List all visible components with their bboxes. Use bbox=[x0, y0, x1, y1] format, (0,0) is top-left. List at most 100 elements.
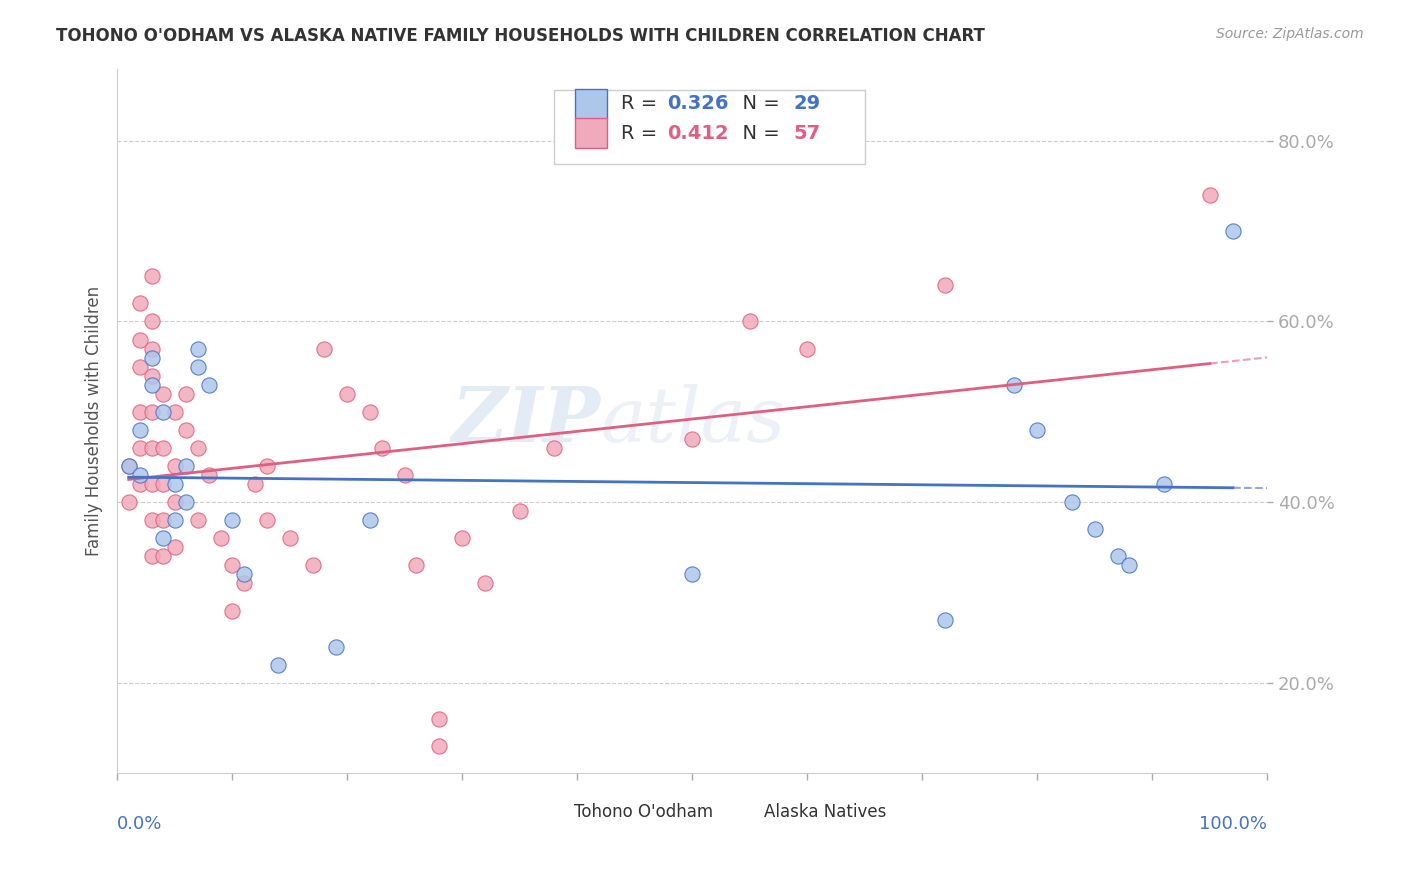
Text: Source: ZipAtlas.com: Source: ZipAtlas.com bbox=[1216, 27, 1364, 41]
Point bbox=[163, 513, 186, 527]
Point bbox=[141, 314, 163, 328]
Point bbox=[174, 458, 197, 473]
FancyBboxPatch shape bbox=[575, 119, 607, 148]
Point bbox=[163, 495, 186, 509]
Point bbox=[371, 441, 394, 455]
Point bbox=[1107, 549, 1129, 564]
Point bbox=[427, 712, 450, 726]
Point bbox=[152, 386, 174, 401]
Point bbox=[278, 531, 301, 545]
Text: Tohono O'odham: Tohono O'odham bbox=[574, 803, 713, 821]
Point bbox=[1026, 423, 1049, 437]
Text: N =: N = bbox=[730, 124, 786, 143]
Point bbox=[187, 441, 209, 455]
Point bbox=[129, 468, 152, 483]
Point bbox=[336, 386, 359, 401]
Point bbox=[152, 513, 174, 527]
Text: R =: R = bbox=[621, 95, 664, 113]
Point bbox=[129, 477, 152, 491]
Point bbox=[141, 513, 163, 527]
Point bbox=[681, 567, 703, 582]
Point bbox=[141, 368, 163, 383]
Point bbox=[174, 423, 197, 437]
Y-axis label: Family Households with Children: Family Households with Children bbox=[86, 285, 103, 556]
Point bbox=[738, 314, 761, 328]
Point bbox=[221, 558, 243, 573]
Point bbox=[509, 504, 531, 518]
Point bbox=[129, 359, 152, 374]
Point bbox=[1222, 224, 1244, 238]
Point bbox=[141, 351, 163, 365]
Point bbox=[163, 541, 186, 555]
Point bbox=[1153, 477, 1175, 491]
Point bbox=[934, 278, 956, 293]
Point bbox=[174, 495, 197, 509]
Point bbox=[245, 477, 267, 491]
Point bbox=[141, 477, 163, 491]
Point bbox=[152, 549, 174, 564]
Point bbox=[118, 458, 141, 473]
Point bbox=[232, 567, 254, 582]
FancyBboxPatch shape bbox=[733, 801, 758, 822]
Point bbox=[129, 333, 152, 347]
Point bbox=[163, 405, 186, 419]
Point bbox=[405, 558, 427, 573]
Point bbox=[359, 513, 381, 527]
Point bbox=[198, 468, 221, 483]
Point bbox=[163, 458, 186, 473]
Point bbox=[301, 558, 323, 573]
Point bbox=[129, 405, 152, 419]
Text: N =: N = bbox=[730, 95, 786, 113]
Text: 100.0%: 100.0% bbox=[1199, 815, 1267, 833]
Point bbox=[256, 513, 278, 527]
Point bbox=[221, 513, 243, 527]
Point bbox=[152, 441, 174, 455]
Point bbox=[1118, 558, 1140, 573]
Point bbox=[129, 441, 152, 455]
Point bbox=[934, 613, 956, 627]
Point bbox=[256, 458, 278, 473]
Point bbox=[325, 640, 347, 654]
Point bbox=[152, 477, 174, 491]
Point bbox=[141, 269, 163, 284]
FancyBboxPatch shape bbox=[575, 89, 607, 119]
Point bbox=[141, 377, 163, 392]
Point bbox=[187, 342, 209, 356]
Text: R =: R = bbox=[621, 124, 664, 143]
Point bbox=[152, 531, 174, 545]
Point bbox=[187, 513, 209, 527]
Text: 57: 57 bbox=[793, 124, 821, 143]
Point bbox=[141, 549, 163, 564]
FancyBboxPatch shape bbox=[543, 801, 568, 822]
Text: ZIP: ZIP bbox=[451, 384, 600, 458]
Point bbox=[174, 386, 197, 401]
Point bbox=[796, 342, 818, 356]
Point bbox=[394, 468, 416, 483]
Text: 0.0%: 0.0% bbox=[117, 815, 163, 833]
Point bbox=[221, 603, 243, 617]
Point bbox=[141, 405, 163, 419]
Point bbox=[451, 531, 474, 545]
Text: atlas: atlas bbox=[600, 384, 786, 458]
Text: 29: 29 bbox=[793, 95, 821, 113]
Point bbox=[187, 359, 209, 374]
Point bbox=[1084, 522, 1107, 536]
Point bbox=[1060, 495, 1083, 509]
Text: 0.326: 0.326 bbox=[666, 95, 728, 113]
Point bbox=[267, 657, 290, 672]
Point bbox=[152, 405, 174, 419]
Text: Alaska Natives: Alaska Natives bbox=[763, 803, 886, 821]
Text: TOHONO O'ODHAM VS ALASKA NATIVE FAMILY HOUSEHOLDS WITH CHILDREN CORRELATION CHAR: TOHONO O'ODHAM VS ALASKA NATIVE FAMILY H… bbox=[56, 27, 986, 45]
Point bbox=[314, 342, 336, 356]
Point bbox=[118, 495, 141, 509]
Point bbox=[543, 441, 565, 455]
Point bbox=[163, 477, 186, 491]
Point bbox=[209, 531, 232, 545]
Point bbox=[427, 739, 450, 753]
Point bbox=[1002, 377, 1025, 392]
Point bbox=[141, 441, 163, 455]
Text: 0.412: 0.412 bbox=[666, 124, 728, 143]
FancyBboxPatch shape bbox=[554, 90, 865, 163]
Point bbox=[232, 576, 254, 591]
Point bbox=[118, 458, 141, 473]
